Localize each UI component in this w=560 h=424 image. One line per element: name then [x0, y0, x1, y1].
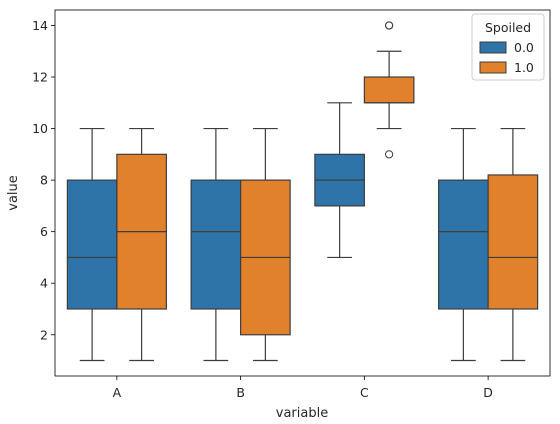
plot-area: [66, 21, 539, 362]
legend: Spoiled 0.0 1.0: [471, 13, 545, 81]
box-C-1.0: [363, 21, 415, 159]
box-iqr: [190, 179, 242, 310]
outlier-point: [385, 150, 394, 159]
x-tick-label: C: [360, 385, 369, 400]
plot-frame: [54, 9, 551, 377]
legend-label: 1.0: [514, 60, 534, 75]
box-B-0.0: [190, 127, 242, 362]
y-tick-label: 12: [32, 70, 48, 85]
axes: 2 4 6 8 10 12 14 A B C D: [32, 18, 493, 400]
outlier-point: [385, 21, 394, 30]
x-tick-label: B: [236, 385, 245, 400]
box-D-0.0: [438, 127, 489, 362]
y-tick-label: 4: [40, 276, 48, 291]
box-iqr: [438, 179, 489, 310]
box-A-0.0: [66, 127, 118, 362]
box-A-1.0: [116, 127, 167, 362]
y-tick-label: 14: [32, 18, 48, 33]
y-tick-label: 10: [32, 121, 48, 136]
box-iqr: [363, 76, 415, 104]
x-tick-label: D: [483, 385, 493, 400]
legend-swatch: [479, 61, 507, 74]
box-iqr: [66, 179, 118, 310]
legend-swatch: [479, 41, 507, 54]
box-iqr: [487, 174, 539, 310]
box-C-0.0: [314, 102, 365, 259]
box-D-1.0: [487, 127, 539, 362]
x-tick-label: A: [113, 385, 122, 400]
y-tick-label: 8: [40, 173, 48, 188]
y-tick-label: 6: [40, 224, 48, 239]
y-tick-label: 2: [40, 327, 48, 342]
box-B-1.0: [240, 127, 291, 362]
legend-title: Spoiled: [485, 20, 531, 35]
y-axis-title: value: [6, 175, 21, 211]
legend-label: 0.0: [514, 40, 534, 55]
x-axis-title: variable: [276, 406, 328, 421]
